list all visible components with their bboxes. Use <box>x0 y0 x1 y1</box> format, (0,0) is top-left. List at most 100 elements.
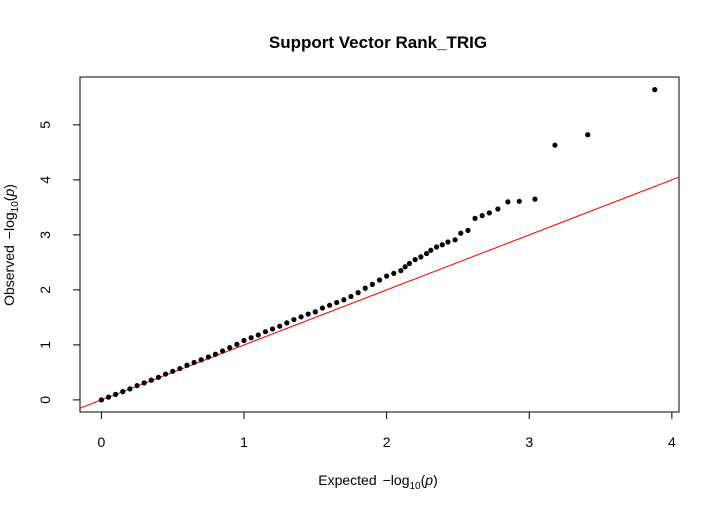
data-point <box>155 374 162 380</box>
data-point <box>452 237 458 243</box>
data-point <box>465 227 471 234</box>
chart-title: Support Vector Rank_TRIG <box>269 33 487 52</box>
data-point <box>376 277 383 283</box>
data-point <box>428 247 434 253</box>
data-point <box>505 199 511 205</box>
y-tick-label: 1 <box>37 341 53 349</box>
data-point <box>212 351 219 357</box>
x-axis-label-open: ( <box>421 472 426 488</box>
y-axis-label-base: 10 <box>10 201 21 213</box>
data-point <box>277 323 283 329</box>
y-tick-label: 4 <box>37 176 53 184</box>
x-axis-label-log: log <box>391 472 410 488</box>
data-point <box>141 380 147 386</box>
data-point <box>398 268 404 274</box>
data-point <box>148 377 154 383</box>
data-point <box>326 302 333 308</box>
data-point <box>298 314 304 320</box>
data-point <box>552 142 558 148</box>
data-point <box>472 215 478 221</box>
data-point <box>127 386 133 392</box>
x-axis-label: Expected −log10(p) <box>318 472 438 492</box>
data-point <box>177 365 183 372</box>
data-point <box>220 348 226 354</box>
data-point <box>458 230 464 236</box>
data-point <box>369 281 375 287</box>
y-tick-label: 2 <box>37 286 53 294</box>
data-point <box>255 332 261 338</box>
data-point <box>433 244 440 250</box>
data-point <box>406 260 413 267</box>
data-point <box>134 383 140 389</box>
data-point <box>445 239 451 245</box>
data-point <box>355 290 361 296</box>
data-point <box>291 316 297 323</box>
data-point <box>319 305 326 311</box>
plot-area <box>80 87 679 409</box>
y-axis: 0 1 2 3 4 5 <box>37 121 81 404</box>
data-point <box>418 254 424 260</box>
data-point <box>98 397 104 403</box>
x-tick-label: 3 <box>525 434 533 450</box>
data-point <box>305 311 311 317</box>
data-point <box>585 132 591 138</box>
data-point <box>495 206 501 212</box>
data-point <box>312 309 318 315</box>
data-point <box>170 368 176 374</box>
y-axis-label-close: ) <box>1 184 17 189</box>
y-axis-label-log: log <box>1 212 17 231</box>
y-tick-label: 3 <box>37 231 53 239</box>
data-point <box>191 359 197 366</box>
data-point <box>412 257 418 263</box>
x-axis-label-base: 10 <box>409 481 421 492</box>
data-point <box>234 341 240 347</box>
data-point <box>384 273 390 279</box>
data-point <box>198 357 204 363</box>
data-point <box>391 270 397 276</box>
x-axis: 0 1 2 3 4 <box>97 411 676 450</box>
data-point <box>269 326 276 332</box>
data-point <box>362 285 368 291</box>
y-axis-label-var: p <box>1 189 17 198</box>
data-point <box>532 196 538 202</box>
data-point <box>205 354 211 360</box>
data-point <box>439 242 445 248</box>
data-point <box>423 250 430 257</box>
x-axis-label-close: ) <box>433 472 438 488</box>
data-point <box>284 320 290 326</box>
data-point <box>241 337 247 344</box>
x-tick-label: 1 <box>240 434 248 450</box>
data-point <box>120 389 126 395</box>
data-point <box>113 391 119 397</box>
data-point <box>105 394 112 400</box>
data-point <box>184 362 190 368</box>
data-point <box>479 213 485 219</box>
x-tick-label: 0 <box>97 434 105 450</box>
reference-line <box>80 176 679 409</box>
x-tick-label: 4 <box>668 434 676 450</box>
y-axis-label-prefix: Observed <box>1 245 17 306</box>
data-point <box>334 299 340 306</box>
data-point <box>162 371 169 377</box>
y-axis-label-minus: − <box>1 231 17 239</box>
x-axis-label-var: p <box>424 472 433 488</box>
data-point <box>227 345 233 351</box>
data-point <box>348 293 354 300</box>
y-axis-label-open: ( <box>1 196 17 201</box>
x-axis-label-prefix: Expected <box>318 472 376 488</box>
x-tick-label: 2 <box>383 434 391 450</box>
data-point <box>248 335 254 341</box>
data-point <box>486 210 492 216</box>
y-tick-label: 5 <box>37 121 53 129</box>
y-tick-label: 0 <box>37 396 53 404</box>
data-point <box>262 329 268 335</box>
points <box>98 87 658 403</box>
data-point <box>341 297 347 303</box>
data-point <box>516 198 522 204</box>
y-axis-label: Observed −log10(p) <box>1 184 21 306</box>
data-point <box>652 87 658 93</box>
x-axis-label-minus: − <box>383 472 391 488</box>
plot-frame <box>79 76 680 413</box>
data-point <box>402 264 408 270</box>
